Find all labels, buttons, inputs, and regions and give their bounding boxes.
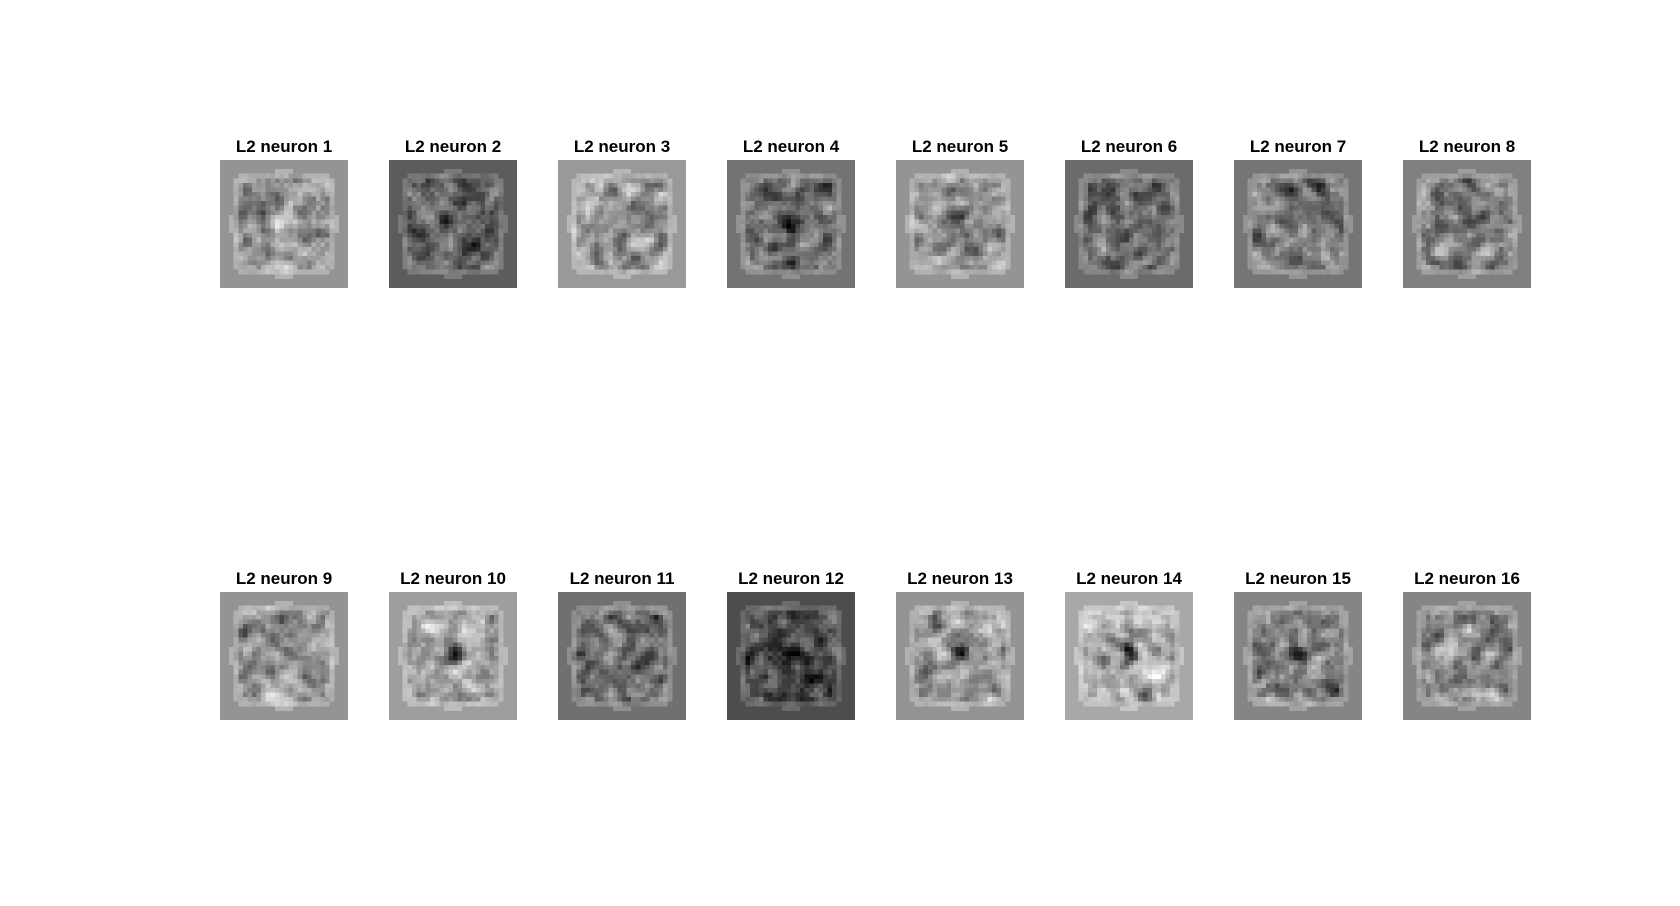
neuron-weight-image [1403,160,1531,288]
panel-title: L2 neuron 3 [573,137,671,156]
panel-title: L2 neuron 12 [738,569,844,588]
panel-title: L2 neuron 11 [569,569,675,588]
neuron-weight-image [558,160,686,288]
neuron-weight-image [558,592,686,720]
neuron-weight-image [220,592,348,720]
panel-title: L2 neuron 8 [1418,137,1516,156]
panel-title: L2 neuron 15 [1245,569,1351,588]
neuron-weight-image [727,160,855,288]
panel-title: L2 neuron 9 [235,569,333,588]
panel-title: L2 neuron 10 [400,569,506,588]
panel-title: L2 neuron 7 [1249,137,1347,156]
neuron-weight-image [1234,592,1362,720]
neuron-weight-image [1403,592,1531,720]
neuron-weight-image [1234,160,1362,288]
panel-title: L2 neuron 2 [404,137,502,156]
panel-title: L2 neuron 16 [1414,569,1520,588]
panel-title: L2 neuron 13 [907,569,1013,588]
neuron-weight-image [220,160,348,288]
neuron-weight-image [389,160,517,288]
neuron-weight-image [1065,592,1193,720]
panel-title: L2 neuron 14 [1076,569,1182,588]
panel-title: L2 neuron 4 [742,137,840,156]
neuron-weight-image [896,160,1024,288]
neuron-weight-image [389,592,517,720]
panel-title: L2 neuron 6 [1080,137,1178,156]
neuron-weight-image [896,592,1024,720]
panel-title: L2 neuron 5 [911,137,1009,156]
neuron-weight-image [1065,160,1193,288]
neuron-weight-image [727,592,855,720]
panel-title: L2 neuron 1 [235,137,333,156]
